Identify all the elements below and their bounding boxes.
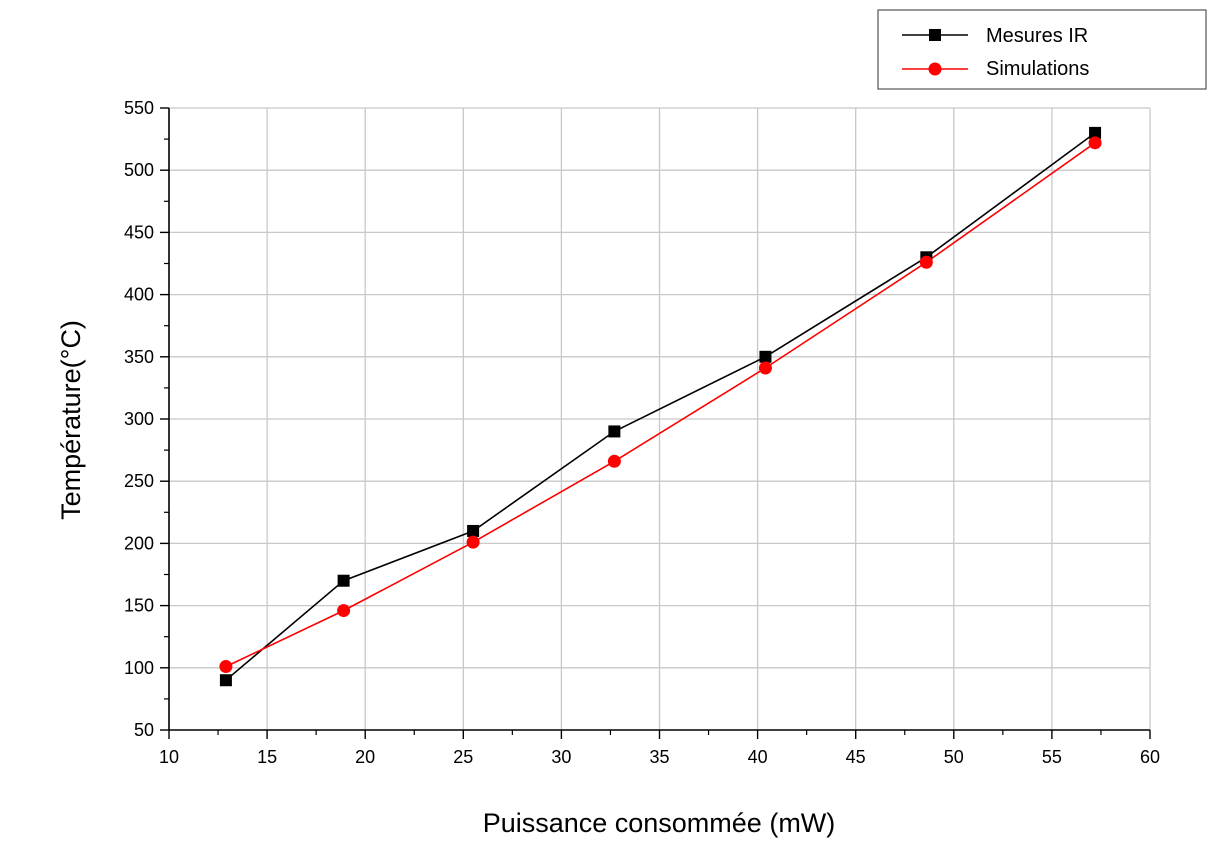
legend-label-mesures-ir: Mesures IR	[986, 25, 1088, 47]
y-tick-label: 200	[124, 533, 154, 553]
y-tick-label: 550	[124, 98, 154, 118]
x-tick-label: 40	[748, 747, 768, 767]
tick-labels: 10 15 20 25 30 35 40 45 50 55 60 50 100 150 200 250 300 3…	[124, 98, 1160, 767]
x-tick-label: 60	[1140, 747, 1160, 767]
y-tick-label: 450	[124, 222, 154, 242]
data-point-mesures-ir	[759, 350, 772, 363]
x-tick-label: 25	[453, 747, 473, 767]
x-tick-label: 55	[1042, 747, 1062, 767]
y-tick-label: 300	[124, 409, 154, 429]
data-point-simulations	[607, 454, 621, 468]
series-lines	[225, 132, 1096, 681]
y-tick-label: 150	[124, 596, 154, 616]
series-line-mesures-ir	[225, 132, 1096, 681]
data-point-simulations	[758, 361, 772, 375]
data-point-mesures-ir	[219, 674, 232, 687]
legend-label-simulations: Simulations	[986, 58, 1089, 80]
x-tick-label: 10	[159, 747, 179, 767]
data-point-simulations	[466, 535, 480, 549]
series-line-simulations	[225, 142, 1096, 668]
legend-marker-mesures-ir	[929, 29, 941, 41]
y-tick-label: 250	[124, 471, 154, 491]
legend-box	[877, 9, 1207, 90]
grid	[169, 107, 1151, 730]
y-tick-label: 400	[124, 285, 154, 305]
x-tick-label: 20	[355, 747, 375, 767]
legend: Mesures IR Simulations	[877, 9, 1207, 90]
data-point-simulations	[337, 604, 351, 618]
y-tick-label: 50	[134, 720, 154, 740]
axes	[160, 107, 1151, 739]
data-point-simulations	[1088, 136, 1102, 150]
x-tick-label: 15	[257, 747, 277, 767]
x-tick-label: 30	[551, 747, 571, 767]
data-point-mesures-ir	[1089, 126, 1102, 139]
data-point-simulations	[919, 255, 933, 269]
x-axis-title: Puissance consommée (mW)	[483, 808, 836, 838]
data-point-mesures-ir	[337, 574, 350, 587]
data-point-simulations	[219, 660, 233, 674]
x-tick-label: 45	[846, 747, 866, 767]
y-tick-label: 350	[124, 347, 154, 367]
legend-marker-simulations	[928, 62, 942, 76]
y-axis-title: Température(°C)	[56, 320, 86, 520]
data-point-mesures-ir	[608, 425, 621, 438]
y-tick-label: 500	[124, 160, 154, 180]
x-tick-label: 35	[649, 747, 669, 767]
x-tick-label: 50	[944, 747, 964, 767]
y-tick-label: 100	[124, 658, 154, 678]
data-point-mesures-ir	[467, 524, 480, 537]
series-markers	[219, 126, 1102, 687]
